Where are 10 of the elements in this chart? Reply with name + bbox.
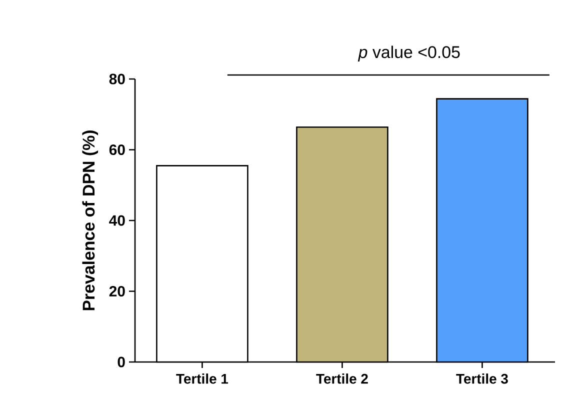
y-tick-label: 80 xyxy=(109,74,125,84)
y-tick-label: 20 xyxy=(109,286,125,297)
y-tick-label: 0 xyxy=(118,356,125,368)
x-tick-label: Tertile 3 xyxy=(456,374,508,384)
x-tick-label: Tertile 1 xyxy=(176,374,228,384)
y-tick-label: 40 xyxy=(109,215,125,226)
text: p value <0.05 xyxy=(358,46,460,62)
y-axis-title: Prevalence of DPN (%) xyxy=(82,130,98,310)
y-tick-label: 60 xyxy=(109,144,125,156)
x-tick-label: Tertile 2 xyxy=(316,374,368,384)
